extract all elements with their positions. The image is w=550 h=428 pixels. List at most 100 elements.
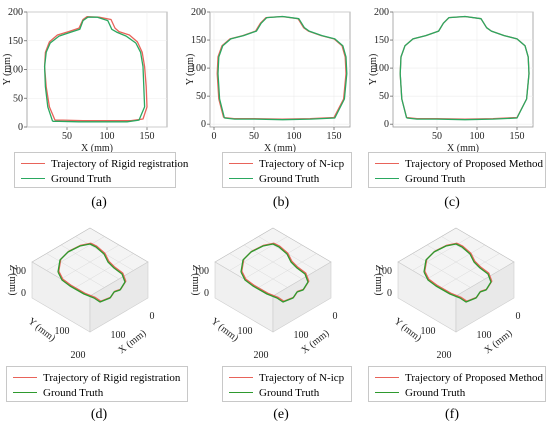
y-tick-label: 100 bbox=[55, 326, 70, 337]
y-axis-label: Y (mm) bbox=[209, 316, 241, 344]
y-tick-label: 50 bbox=[379, 91, 389, 102]
legend-c-trajectory-swatch bbox=[375, 163, 399, 164]
legend-c-ground-truth: Ground Truth bbox=[375, 172, 465, 185]
legend-d-trajectory: Trajectory of Rigid registration bbox=[13, 371, 180, 384]
cube-right-face bbox=[455, 261, 515, 333]
y-tick-label: 0 bbox=[18, 122, 23, 133]
y-tick-label: 0 bbox=[201, 119, 206, 130]
caption-a: (a) bbox=[91, 195, 107, 210]
legend-e: Trajectory of N-icp Ground Truth bbox=[222, 366, 352, 402]
z-axis-label: Z (mm) bbox=[190, 265, 201, 296]
x-axis-label: X (mm) bbox=[81, 143, 113, 154]
legend-b-trajectory-swatch bbox=[229, 163, 253, 164]
legend-f-ground-truth-swatch bbox=[375, 392, 399, 393]
caption-e: (e) bbox=[273, 407, 289, 422]
z-tick-label: 100 bbox=[194, 266, 209, 277]
plot-a: 50 100 150 0 50 100 150 200 X (mm) Y (mm) bbox=[2, 7, 168, 154]
legend-e-ground-truth: Ground Truth bbox=[229, 386, 319, 399]
legend-d-trajectory-swatch bbox=[13, 377, 37, 378]
legend-f-ground-truth-label: Ground Truth bbox=[405, 386, 466, 399]
caption-b: (b) bbox=[272, 195, 290, 210]
legend-d-trajectory-label: Trajectory of Rigid registration bbox=[43, 371, 181, 384]
y-tick-label: 100 bbox=[421, 326, 436, 337]
legend-d-ground-truth-label: Ground Truth bbox=[43, 386, 104, 399]
x-tick-label: 100 bbox=[477, 330, 492, 341]
legend-c-ground-truth-label: Ground Truth bbox=[405, 172, 466, 185]
z-tick-label: 100 bbox=[377, 266, 392, 277]
legend-f: Trajectory of Proposed Method Ground Tru… bbox=[368, 366, 546, 402]
plot-c: 50 100 150 0 50 100 150 200 X (mm) Y (mm) bbox=[368, 7, 534, 154]
legend-c-ground-truth-swatch bbox=[375, 178, 399, 179]
grid-line bbox=[75, 253, 134, 288]
legend-c-trajectory-label: Trajectory of Proposed Method bbox=[405, 157, 543, 170]
y-axis-label: Y (mm) bbox=[185, 54, 196, 86]
legend-f-trajectory-label: Trajectory of Proposed Method bbox=[405, 371, 543, 384]
panel-d: 100 0 Z (mm) 100 200 Y (mm) 0 100 X (mm) Traject… bbox=[0, 214, 188, 428]
legend-a-ground-truth-label: Ground Truth bbox=[51, 172, 112, 185]
x-tick-label: 0 bbox=[212, 131, 217, 142]
x-tick-label: 150 bbox=[140, 131, 155, 142]
y-tick-label: 50 bbox=[196, 91, 206, 102]
y-tick-label: 50 bbox=[13, 93, 23, 104]
y-axis-label: Y (mm) bbox=[392, 316, 424, 344]
series-line-ground-truth bbox=[57, 243, 126, 303]
caption-f: (f) bbox=[445, 407, 459, 422]
legend-b-trajectory-label: Trajectory of N-icp bbox=[259, 157, 345, 170]
x-tick-label: 0 bbox=[333, 311, 338, 322]
legend-e-trajectory-swatch bbox=[229, 377, 253, 378]
x-tick-label: 150 bbox=[327, 131, 342, 142]
y-tick-label: 200 bbox=[254, 350, 269, 361]
x-tick-label: 50 bbox=[249, 131, 259, 142]
y-tick-label: 100 bbox=[8, 65, 23, 76]
y-tick-label: 100 bbox=[238, 326, 253, 337]
x-tick-label: 100 bbox=[294, 330, 309, 341]
series-line-ground-truth bbox=[399, 15, 530, 121]
plot-b: 0 50 100 150 0 50 100 150 200 X (mm) Y (mm) bbox=[185, 7, 351, 154]
z-axis-label: Z (mm) bbox=[7, 265, 18, 296]
y-tick-label: 200 bbox=[191, 7, 206, 18]
x-tick-label: 100 bbox=[470, 131, 485, 142]
x-tick-label: 100 bbox=[111, 330, 126, 341]
panel-a: 50 100 150 0 50 100 150 200 X (mm) Y (mm) Traject… bbox=[0, 0, 188, 214]
caption-d: (d) bbox=[90, 407, 108, 422]
x-axis-label: X (mm) bbox=[264, 143, 296, 154]
grid-line bbox=[258, 253, 317, 288]
grid-line bbox=[60, 244, 120, 280]
legend-d-ground-truth: Ground Truth bbox=[13, 386, 103, 399]
y-tick-label: 150 bbox=[8, 36, 23, 47]
y-tick-label: 200 bbox=[374, 7, 389, 18]
z-tick-label: 100 bbox=[11, 266, 26, 277]
legend-b: Trajectory of N-icp Ground Truth bbox=[222, 152, 352, 188]
legend-d: Trajectory of Rigid registration Ground … bbox=[6, 366, 188, 402]
plot-frame bbox=[392, 11, 534, 128]
y-tick-label: 0 bbox=[384, 119, 389, 130]
panel-c: 50 100 150 0 50 100 150 200 X (mm) Y (mm) Traject… bbox=[366, 0, 550, 214]
legend-b-ground-truth-label: Ground Truth bbox=[259, 172, 320, 185]
cube-right-face bbox=[272, 261, 332, 333]
z-tick-label: 0 bbox=[21, 288, 26, 299]
grid-line bbox=[441, 253, 500, 288]
legend-e-ground-truth-label: Ground Truth bbox=[259, 386, 320, 399]
z-axis-label: Z (mm) bbox=[373, 265, 384, 296]
y-tick-label: 200 bbox=[437, 350, 452, 361]
y-tick-label: 100 bbox=[191, 63, 206, 74]
legend-e-trajectory-label: Trajectory of N-icp bbox=[259, 371, 345, 384]
x-tick-label: 50 bbox=[62, 131, 72, 142]
legend-f-trajectory: Trajectory of Proposed Method bbox=[375, 371, 543, 384]
z-tick-label: 0 bbox=[204, 288, 209, 299]
series-line-ground-truth bbox=[240, 243, 309, 303]
x-tick-label: 150 bbox=[510, 131, 525, 142]
panel-f: 100 0 Z (mm) 100 200 Y (mm) 0 100 X (mm) Traject… bbox=[366, 214, 550, 428]
x-tick-label: 100 bbox=[100, 131, 115, 142]
plot-frame bbox=[209, 11, 351, 128]
legend-a-trajectory: Trajectory of Rigid registration bbox=[21, 157, 188, 170]
x-tick-label: 100 bbox=[287, 131, 302, 142]
y-tick-label: 150 bbox=[191, 35, 206, 46]
legend-a-ground-truth: Ground Truth bbox=[21, 172, 111, 185]
legend-e-trajectory: Trajectory of N-icp bbox=[229, 371, 344, 384]
y-axis-label: Y (mm) bbox=[2, 54, 13, 86]
x-axis-label: X (mm) bbox=[447, 143, 479, 154]
